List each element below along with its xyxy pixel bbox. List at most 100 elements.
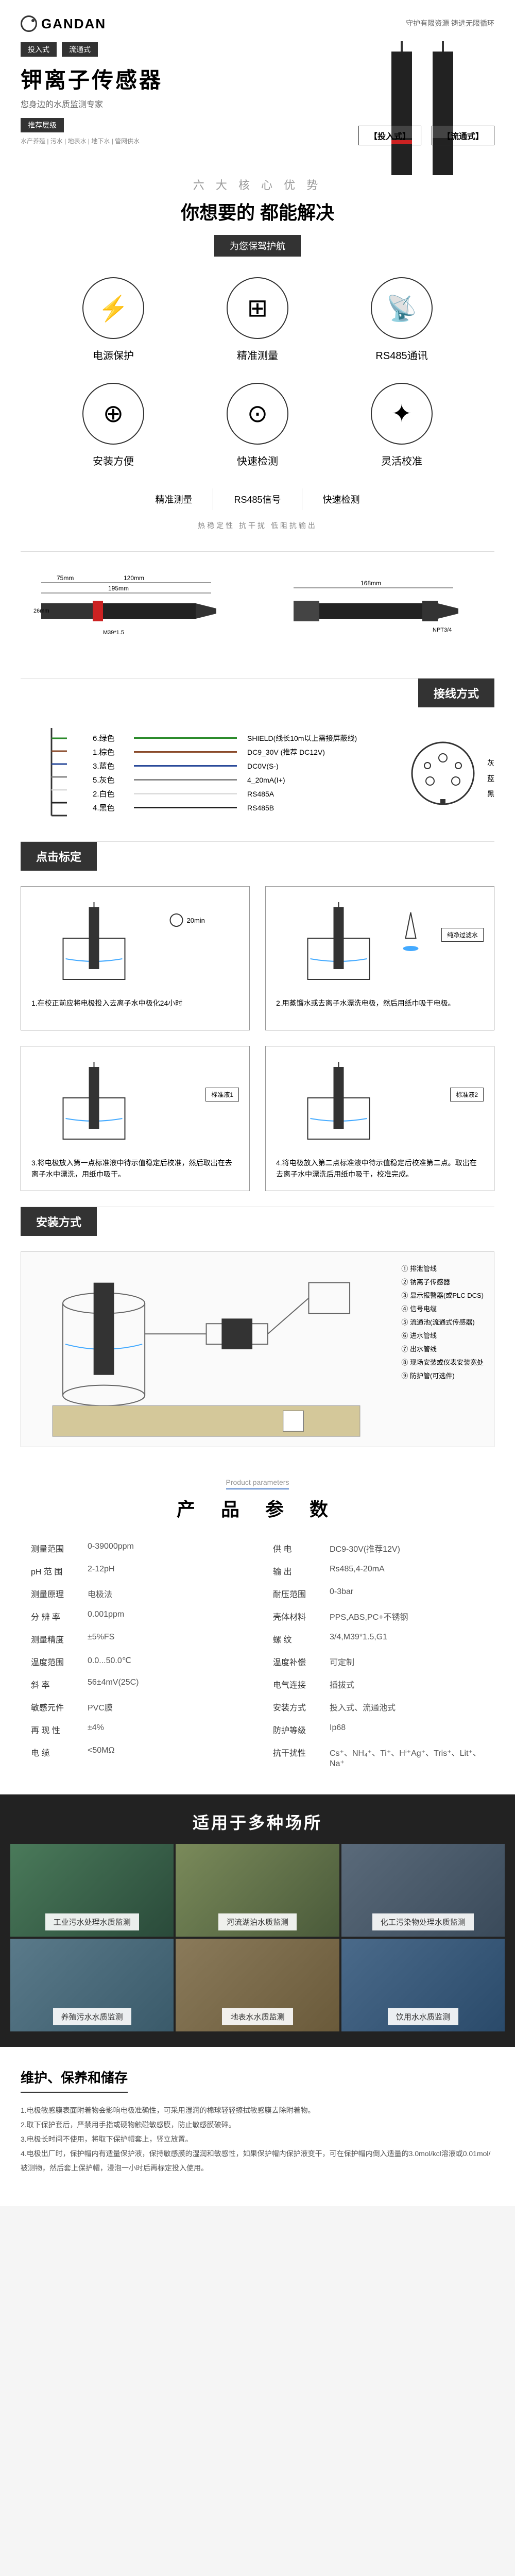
- adv-tagline: 为您保驾护航: [214, 235, 301, 257]
- wire-color-line: [134, 779, 237, 781]
- type-labels: 【投入式】 【流通式】: [358, 126, 494, 145]
- legend-item: ④ 信号电缆: [401, 1302, 484, 1316]
- param-label: 壳体材料: [273, 1610, 330, 1622]
- application-label: 地表水水质监测: [222, 2008, 293, 2025]
- svg-text:26mm: 26mm: [33, 608, 49, 614]
- apps-title: 适用于多种场所: [0, 1810, 515, 1834]
- wiring-title: 接线方式: [418, 679, 494, 707]
- wire-label: 2.白色: [93, 788, 124, 799]
- adv-footer: 热稳定性 抗干扰 低阻抗输出: [21, 520, 494, 531]
- wire-color-line: [134, 765, 237, 767]
- connector-diagram: 灰 蓝 黑: [402, 732, 484, 817]
- wiring-section: 接线方式 6.绿色 SHIELD(线长10m以上需接屏蔽线) 1.棕色 DC9_…: [0, 679, 515, 841]
- advantage-item: ⊕ 安装方便: [52, 383, 175, 468]
- param-row: 抗干扰性 Cs⁺、NH₄⁺、Ti⁺、Hⁱ⁺Ag⁺、Tris⁺、Lit⁺、Na⁺: [273, 1741, 484, 1774]
- logo-icon: [21, 15, 37, 32]
- wire-label: 1.棕色: [93, 747, 124, 757]
- wire-row: 4.黑色 RS485B: [93, 802, 381, 813]
- advantage-item: ⚡ 电源保护: [52, 277, 175, 362]
- application-item: 饮用水水质监测: [341, 1939, 505, 2031]
- wire-row: 3.蓝色 DC0V(S-): [93, 760, 381, 771]
- calib-badge: 纯净过滤水: [441, 928, 484, 942]
- param-row: 耐压范围 0-3bar: [273, 1582, 484, 1605]
- param-label: 供 电: [273, 1542, 330, 1554]
- wire-description: SHIELD(线长10m以上需接屏蔽线): [247, 733, 381, 743]
- wire-description: RS485A: [247, 790, 381, 798]
- application-label: 河流湖泊水质监测: [218, 1913, 297, 1930]
- logo-text: GANDAN: [41, 16, 106, 32]
- param-row: 斜 率 56±4mV(25C): [31, 1673, 242, 1696]
- wire-label: 5.灰色: [93, 774, 124, 785]
- advantage-tag: 精准测量: [134, 488, 213, 510]
- maintenance-text: 1.电极敏感膜表面附着物会影响电极准确性，可采用湿润的棉球轻轻擦拭敏感膜去除附着…: [21, 2103, 494, 2175]
- param-label: 敏感元件: [31, 1701, 88, 1713]
- advantage-tag: RS485信号: [213, 488, 302, 510]
- badge-flow: 流通式: [62, 42, 98, 57]
- param-value: Cs⁺、NH₄⁺、Ti⁺、Hⁱ⁺Ag⁺、Tris⁺、Lit⁺、Na⁺: [330, 1746, 484, 1769]
- wire-description: RS485B: [247, 804, 381, 812]
- param-label: 测量精度: [31, 1633, 88, 1645]
- calibration-text: 2.用蒸馏水或去离子水漂洗电极，然后用纸巾吸干电极。: [276, 997, 484, 1009]
- param-value: <50MΩ: [88, 1746, 242, 1769]
- param-row: 安装方式 投入式、流通池式: [273, 1696, 484, 1718]
- param-value: 插拔式: [330, 1678, 484, 1690]
- wire-label: 6.绿色: [93, 733, 124, 743]
- wire-row: 5.灰色 4_20mA(I+): [93, 774, 381, 785]
- param-row: 防护等级 Ip68: [273, 1718, 484, 1741]
- param-row: 螺 纹 3/4,M39*1.5,G1: [273, 1628, 484, 1650]
- tagline: 守护有限资源 铸进无限循环: [406, 18, 494, 28]
- application-item: 工业污水处理水质监测: [10, 1844, 174, 1937]
- calibration-title: 点击标定: [21, 842, 97, 871]
- calibration-step: 标准液2 4.将电极放入第二点标准液中待示值稳定后校准第二点。取出在去离子水中漂…: [265, 1046, 494, 1191]
- legend-item: ① 排泄管线: [401, 1262, 484, 1276]
- param-value: Rs485,4-20mA: [330, 1565, 484, 1577]
- advantage-icon: ⊙: [227, 383, 288, 445]
- advantages-grid: ⚡ 电源保护 ⊞ 精准测量 📡 RS485通讯 ⊕ 安装方便 ⊙ 快速检测 ✦ …: [21, 277, 494, 468]
- svg-text:75mm: 75mm: [57, 574, 74, 582]
- param-value: 0.001ppm: [88, 1610, 242, 1622]
- application-label: 工业污水处理水质监测: [45, 1913, 139, 1930]
- sensor-image-1: [391, 52, 412, 175]
- param-value: Ip68: [330, 1723, 484, 1736]
- advantage-icon: ✦: [371, 383, 433, 445]
- calib-badge: 标准液2: [450, 1088, 484, 1101]
- header-section: GANDAN 守护有限资源 铸进无限循环 投入式 流通式 钾离子传感器 您身边的…: [0, 0, 515, 156]
- apps-grid: 工业污水处理水质监测 河流湖泊水质监测 化工污染物处理水质监测 养殖污水水质监测…: [0, 1844, 515, 2031]
- application-label: 养殖污水水质监测: [53, 2008, 131, 2025]
- param-value: 56±4mV(25C): [88, 1678, 242, 1690]
- param-label: 抗干扰性: [273, 1746, 330, 1769]
- application-label: 化工污染物处理水质监测: [372, 1913, 474, 1930]
- wire-list: 6.绿色 SHIELD(线长10m以上需接屏蔽线) 1.棕色 DC9_30V (…: [93, 733, 381, 816]
- param-row: 供 电 DC9-30V(推荐12V): [273, 1537, 484, 1560]
- param-value: PPS,ABS,PC+不锈钢: [330, 1610, 484, 1622]
- param-label: 温度补偿: [273, 1655, 330, 1668]
- wire-color-line: [134, 751, 237, 753]
- param-row: 电气连接 插拔式: [273, 1673, 484, 1696]
- calibration-section: 点击标定 20min 1.在校正前应将电极投入去离子水中极化24小时 纯净过滤水…: [0, 842, 515, 1207]
- wire-row: 1.棕色 DC9_30V (推荐 DC12V): [93, 747, 381, 757]
- param-row: 壳体材料 PPS,ABS,PC+不锈钢: [273, 1605, 484, 1628]
- param-row: pH 范 围 2-12pH: [31, 1560, 242, 1582]
- application-item: 化工污染物处理水质监测: [341, 1844, 505, 1937]
- param-row: 温度范围 0.0...50.0℃: [31, 1650, 242, 1673]
- installation-section: 安装方式 ① 排泄管线② 钠: [0, 1207, 515, 1463]
- param-value: 投入式、流通池式: [330, 1701, 484, 1713]
- advantage-item: ⊞ 精准测量: [196, 277, 319, 362]
- legend-item: ⑤ 流通池(流通式传感器): [401, 1316, 484, 1329]
- param-label: 安装方式: [273, 1701, 330, 1713]
- wire-description: DC0V(S-): [247, 762, 381, 770]
- param-label: 电 缆: [31, 1746, 88, 1769]
- calibration-text: 4.将电极放入第二点标准液中待示值稳定后校准第二点。取出在去离子水中漂洗后用纸巾…: [276, 1157, 484, 1180]
- calibration-grid: 20min 1.在校正前应将电极投入去离子水中极化24小时 纯净过滤水 2.用蒸…: [21, 886, 494, 1191]
- svg-text:NPT3/4: NPT3/4: [433, 627, 452, 633]
- param-label: 电气连接: [273, 1678, 330, 1690]
- advantage-item: 📡 RS485通讯: [340, 277, 464, 362]
- adv-subtitle: 六 大 核 心 优 势: [21, 176, 494, 193]
- param-label: 防护等级: [273, 1723, 330, 1736]
- advantage-tags: 精准测量RS485信号快速检测: [21, 488, 494, 510]
- application-item: 河流湖泊水质监测: [176, 1844, 339, 1937]
- installation-diagram: ① 排泄管线② 钠离子传感器③ 显示报警器(或PLC DCS)④ 信号电缆⑤ 流…: [21, 1251, 494, 1447]
- applications-section: 适用于多种场所 工业污水处理水质监测 河流湖泊水质监测 化工污染物处理水质监测 …: [0, 1794, 515, 2047]
- badge-immersion: 投入式: [21, 42, 57, 57]
- params-table: 测量范围 0-39000ppm 供 电 DC9-30V(推荐12V) pH 范 …: [0, 1527, 515, 1794]
